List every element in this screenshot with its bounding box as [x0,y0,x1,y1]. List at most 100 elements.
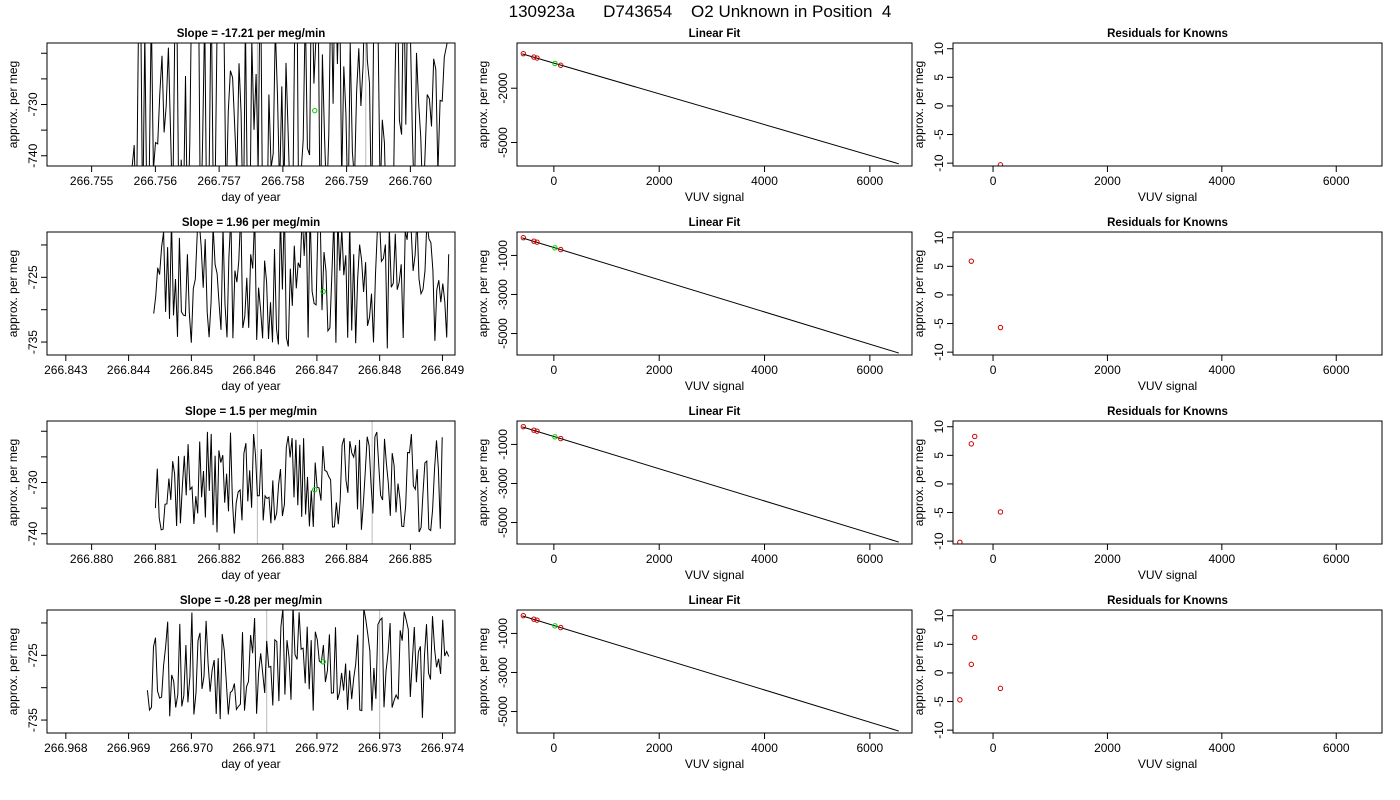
plot-area [997,162,1004,166]
x-tick-label: 2000 [1094,552,1121,566]
y-tick-label: -5 [932,696,946,707]
y-tick-label: -2000 [496,73,510,104]
panel-title: Residuals for Knowns [1107,595,1228,607]
panel-title: Residuals for Knowns [1107,28,1228,40]
series-line [154,431,443,534]
x-tick-label: 2000 [1094,174,1121,188]
panel-title: Linear Fit [689,595,741,607]
panel-timeseries-row-4: Slope = -0.28 per meg/min 266.968 266.969 2… [6,595,464,771]
residual-point [957,539,963,544]
plot-frame [952,231,1383,356]
plot-frame [516,42,913,167]
x-tick-label: 2000 [646,741,673,755]
panel-title: Linear Fit [689,28,741,40]
y-tick-label: -5000 [496,318,510,349]
y-tick-label: 10 [932,231,946,245]
panel-timeseries-row-1: Slope = -17.21 per meg/min 266.755 266.756… [6,28,456,204]
y-tick-label: -5 [932,318,946,329]
y-tick-label: 0 [932,291,946,298]
x-tick-label: 266.844 [107,363,151,377]
x-tick-label: 0 [990,741,997,755]
x-tick-label: 266.885 [389,552,433,566]
fit-line [522,426,899,543]
known-point [534,239,540,245]
y-tick-label: 0 [932,102,946,109]
panel-linear_fit-row-3: Linear Fit 0 2000 4000 6000 -5000 -3000 -1000 VU… [476,406,913,582]
x-tick-label: 266.846 [232,363,276,377]
residual-point [972,634,978,641]
plot-frame [952,42,1383,167]
x-tick-label: 266.757 [197,174,241,188]
x-tick-label: 266.884 [325,552,369,566]
y-axis-label: approx. per meg [6,61,20,148]
x-tick-label: 0 [990,552,997,566]
panel-timeseries-row-3: Slope = 1.5 per meg/min 266.880 266.881 266… [6,406,456,582]
series-line [153,232,450,349]
y-tick-label: -725 [26,643,40,667]
x-axis-label: day of year [221,379,280,393]
residual-point [968,441,975,447]
y-tick-label: 10 [932,420,946,434]
x-tick-label: 266.883 [261,552,305,566]
y-tick-label: -725 [26,265,40,289]
x-tick-label: 4000 [751,174,778,188]
y-tick-label: -735 [26,330,40,354]
known-point [520,612,527,619]
y-tick-label: -10 [932,532,946,550]
plot-area [153,232,450,349]
y-axis-label: approx. per meg [476,250,490,337]
x-tick-label: 266.881 [134,552,178,566]
x-tick-label: 266.972 [295,741,339,755]
x-axis-label: VUV signal [1138,568,1197,582]
panel-title: Slope = 1.96 per meg/min [182,217,320,229]
known-point [558,62,564,68]
known-point [558,624,564,631]
panel-residuals-row-2: Residuals for Knowns 0 2000 4000 6000 -10 -5 0 5… [912,217,1383,393]
x-tick-label: 4000 [1208,552,1235,566]
residual-point [997,324,1004,331]
y-tick-label: -735 [26,708,40,732]
x-axis-label: VUV signal [1138,190,1197,204]
x-tick-label: 0 [551,174,558,188]
y-axis-label: approx. per meg [6,250,20,337]
unknown-point [552,623,558,629]
x-tick-label: 266.971 [232,741,276,755]
residual-point [997,162,1004,166]
x-tick-label: 0 [551,363,558,377]
y-tick-label: -740 [26,521,40,545]
plot-area [154,431,443,534]
panel-linear_fit-row-1: Linear Fit 0 2000 4000 6000 -5000 -2000 VUV sig… [476,28,913,204]
x-axis-label: VUV signal [685,379,744,393]
plot-area [520,612,899,732]
panel-title: Residuals for Knowns [1107,406,1228,418]
x-tick-label: 266.848 [358,363,402,377]
x-tick-label: 4000 [751,741,778,755]
plot-frame [516,609,913,734]
y-tick-label: 5 [932,263,946,270]
x-axis-label: day of year [221,190,280,204]
x-tick-label: 266.759 [325,174,369,188]
residual-point [997,685,1004,692]
plot-area [520,50,899,165]
y-tick-label: -10 [932,154,946,172]
x-axis-label: VUV signal [1138,379,1197,393]
residual-point [957,697,963,703]
plot-area [520,234,899,354]
y-tick-label: -10 [932,721,946,739]
panel-title: Slope = -17.21 per meg/min [177,28,326,40]
known-point [558,246,564,253]
x-tick-label: 266.882 [197,552,241,566]
panel-title: Slope = -0.28 per meg/min [180,595,322,607]
y-tick-label: -740 [26,143,40,167]
x-tick-label: 266.760 [389,174,433,188]
y-axis-label: approx. per meg [912,628,926,715]
y-axis-label: approx. per meg [6,628,20,715]
known-point [520,234,527,241]
x-axis-label: day of year [221,757,280,771]
x-axis-label: VUV signal [685,568,744,582]
y-axis-label: approx. per meg [912,61,926,148]
x-tick-label: 266.847 [295,363,339,377]
y-tick-label: -3000 [496,657,510,688]
y-axis-label: approx. per meg [912,439,926,526]
panel-timeseries-row-2: Slope = 1.96 per meg/min 266.843 266.844 26… [6,217,464,393]
